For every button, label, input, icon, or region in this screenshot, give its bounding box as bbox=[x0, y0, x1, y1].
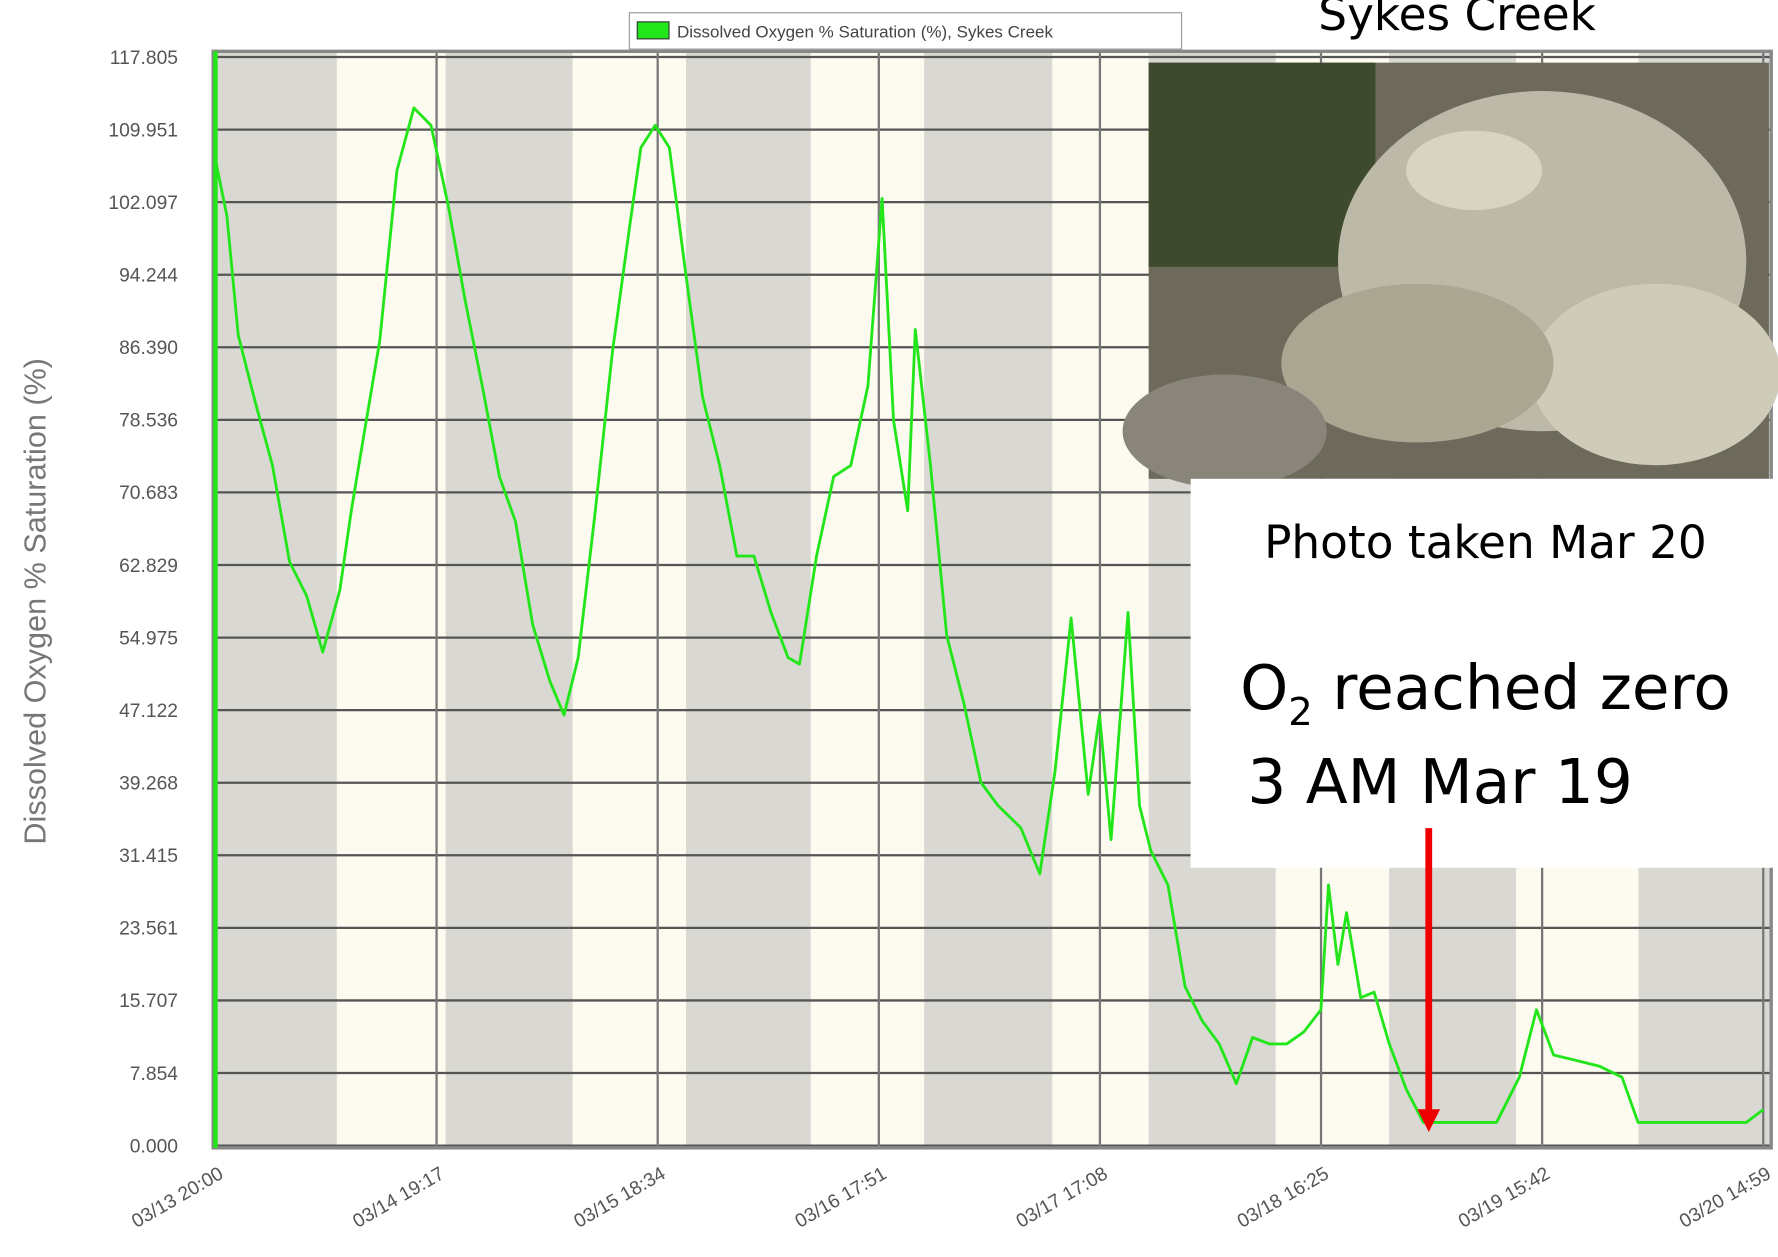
y-tick-label: 31.415 bbox=[119, 846, 178, 867]
x-tick-label: 03/20 14:59 bbox=[1676, 1163, 1775, 1232]
y-tick-label: 70.683 bbox=[119, 483, 178, 504]
legend-swatch bbox=[637, 22, 669, 39]
y-tick-label: 78.536 bbox=[119, 411, 178, 432]
y-tick-label: 0.000 bbox=[130, 1136, 178, 1157]
y-tick-label: 54.975 bbox=[119, 628, 178, 649]
x-tick-label: 03/16 17:51 bbox=[792, 1163, 891, 1232]
x-tick-label: 03/15 18:34 bbox=[571, 1163, 670, 1232]
arrow-label-subscript: 2 bbox=[1288, 690, 1313, 735]
photo-caption: Photo taken Mar 20 bbox=[1264, 516, 1707, 569]
y-tick-label: 47.122 bbox=[119, 701, 178, 722]
legend: Dissolved Oxygen % Saturation (%), Sykes… bbox=[629, 13, 1181, 49]
arrow-label: O2 reached zero bbox=[1240, 653, 1731, 735]
y-tick-label: 102.097 bbox=[108, 193, 178, 214]
y-tick-label: 39.268 bbox=[119, 774, 178, 795]
y-tick-label: 94.244 bbox=[119, 266, 178, 287]
y-tick-label: 15.707 bbox=[119, 991, 178, 1012]
chart: Dissolved Oxygen % Saturation (%) Dissol… bbox=[0, 0, 1778, 1257]
arrow-label-line2: 3 AM Mar 19 bbox=[1247, 747, 1632, 818]
x-tick-label: 03/18 16:25 bbox=[1234, 1163, 1333, 1232]
arrow-label-prefix: O bbox=[1240, 653, 1288, 724]
arrow-label-rest: reached zero bbox=[1313, 653, 1731, 724]
x-tick-label: 03/14 19:17 bbox=[349, 1163, 448, 1232]
x-tick-label: 03/13 20:00 bbox=[128, 1163, 227, 1232]
y-tick-label: 23.561 bbox=[119, 919, 178, 940]
chart-title: Sykes Creek bbox=[1318, 0, 1596, 41]
x-tick-label: 03/17 17:08 bbox=[1013, 1163, 1112, 1232]
legend-label: Dissolved Oxygen % Saturation (%), Sykes… bbox=[677, 23, 1054, 42]
y-tick-label: 109.951 bbox=[108, 120, 178, 141]
y-tick-label: 86.390 bbox=[119, 338, 178, 359]
photo bbox=[1123, 63, 1778, 488]
y-tick-label: 62.829 bbox=[119, 556, 178, 577]
y-axis-label: Dissolved Oxygen % Saturation (%) bbox=[18, 358, 52, 845]
x-tick-label: 03/19 15:42 bbox=[1455, 1163, 1554, 1232]
y-tick-label: 117.805 bbox=[110, 48, 178, 69]
y-tick-label: 7.854 bbox=[130, 1064, 178, 1085]
